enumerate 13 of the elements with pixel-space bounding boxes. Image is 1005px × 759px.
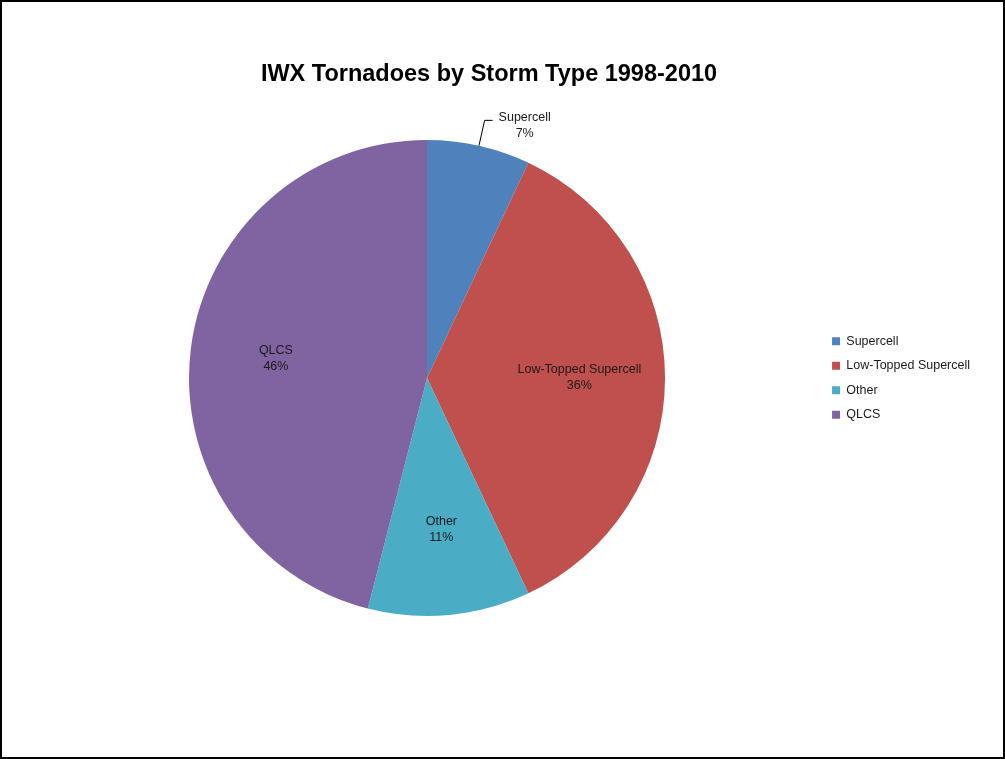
slice-label: QLCS: [258, 343, 293, 358]
slice-label: Supercell: [498, 109, 551, 124]
slice-label: Other: [425, 514, 457, 529]
legend-label: Other: [846, 382, 878, 397]
data-label: 7%: [515, 125, 534, 140]
legend-label: Low-Topped Supercell: [846, 358, 971, 373]
data-label: 11%: [429, 530, 454, 545]
legend-label: QLCS: [846, 407, 881, 422]
data-label: 36%: [566, 378, 592, 393]
legend-label: Supercell: [846, 333, 899, 348]
data-label: 46%: [263, 359, 289, 374]
slice-label: Low-Topped Supercell: [517, 362, 642, 377]
chart-title: IWX Tornadoes by Storm Type 1998-2010: [260, 60, 718, 87]
